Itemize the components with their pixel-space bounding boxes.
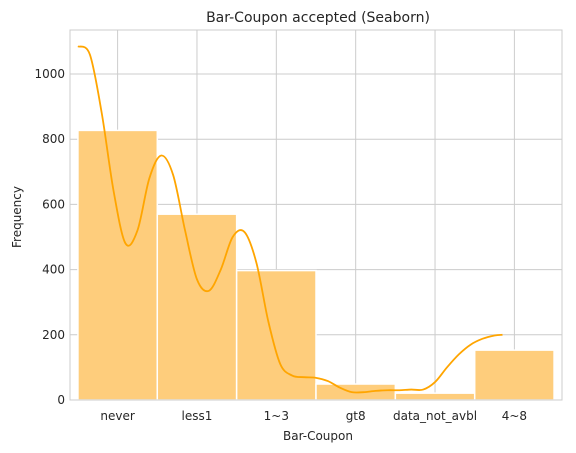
y-axis-label: Frequency [10,186,24,248]
y-tick-label: 1000 [34,67,65,81]
bar-never [77,129,159,401]
x-tick-label: data_not_avbl [393,409,477,423]
y-tick-labels: 0 200 400 600 800 1000 [34,67,65,407]
kde-curve-group [77,45,503,394]
y-tick-label: 600 [42,197,65,211]
bar-data_not_avbl [394,392,476,401]
y-tick-label: 800 [42,132,65,146]
x-axis-label: Bar-Coupon [283,429,353,443]
kde-curve [77,45,503,394]
x-tick-label: 1~3 [264,409,289,423]
bar-1~3 [235,269,317,401]
axes-spines [69,29,563,401]
bars [77,129,555,401]
x-tick-label: never [100,409,134,423]
bar-4~8 [473,349,555,401]
x-tick-label: 4~8 [502,409,527,423]
plot-frame [69,29,563,401]
chart-title: Bar-Coupon accepted (Seaborn) [206,10,430,26]
bar-less1 [156,213,238,401]
y-tick-label: 400 [42,263,65,277]
y-tick-label: 200 [42,328,65,342]
y-tick-label: 0 [57,393,65,407]
x-tick-label: gt8 [346,409,366,423]
x-tick-label: less1 [182,409,213,423]
x-tick-labels: never less1 1~3 gt8 data_not_avbl 4~8 [100,409,527,423]
